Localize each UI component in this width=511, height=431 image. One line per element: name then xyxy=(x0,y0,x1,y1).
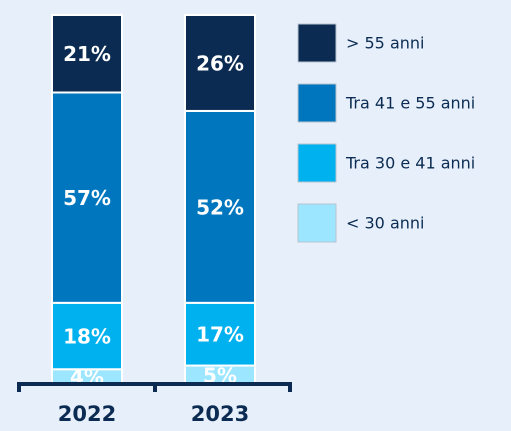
data-label: 52% xyxy=(196,195,244,219)
bar-segment xyxy=(51,14,123,94)
data-label: 17% xyxy=(196,323,244,347)
x-tick-label: 2022 xyxy=(58,402,116,426)
bar-segment xyxy=(184,14,256,112)
legend-label: Tra 41 e 55 anni xyxy=(345,94,475,113)
data-label: 26% xyxy=(196,51,244,75)
data-label: 18% xyxy=(63,325,111,349)
legend-label: > 55 anni xyxy=(346,34,424,53)
bar-segment xyxy=(184,109,256,304)
x-tick-label: 2023 xyxy=(191,402,249,426)
legend-swatch xyxy=(297,83,337,123)
bar-segment xyxy=(184,301,256,367)
legend-label: Tra 30 e 41 anni xyxy=(345,154,475,173)
legend-swatch xyxy=(297,203,337,243)
data-label: 57% xyxy=(63,186,111,210)
data-label: 21% xyxy=(63,42,111,66)
x-axis xyxy=(17,382,292,392)
legend-swatch xyxy=(297,143,337,183)
bar-segment xyxy=(51,91,123,304)
legend-label: < 30 anni xyxy=(346,214,424,233)
legend-swatch xyxy=(297,23,337,63)
